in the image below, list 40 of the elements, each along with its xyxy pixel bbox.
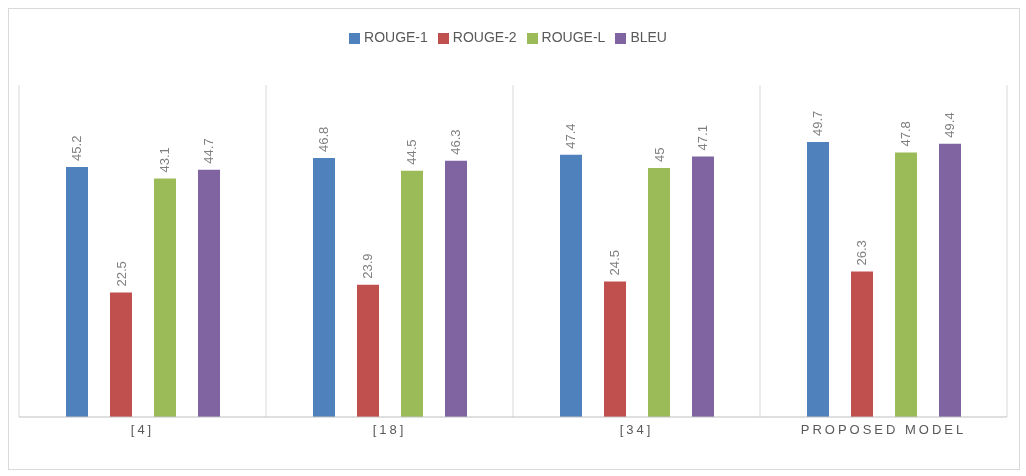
data-label: 26.3 xyxy=(854,240,870,266)
bar xyxy=(445,160,467,417)
x-tick-label: [18] xyxy=(372,422,407,438)
bar xyxy=(66,166,88,417)
data-label: 22.5 xyxy=(113,261,129,287)
data-label: 49.7 xyxy=(810,110,826,136)
bar xyxy=(604,281,626,417)
bar xyxy=(401,170,423,417)
data-label: 45.2 xyxy=(69,135,85,161)
bar xyxy=(648,168,670,417)
bar xyxy=(560,154,582,417)
legend-label: BLEU xyxy=(630,29,667,45)
legend-label: ROUGE-L xyxy=(541,29,606,45)
data-label: 46.8 xyxy=(316,126,332,153)
bar xyxy=(357,284,379,417)
data-label: 44.7 xyxy=(201,138,217,164)
x-tick-label: [4] xyxy=(130,422,155,438)
data-label: 46.3 xyxy=(448,129,464,155)
data-label: 49.4 xyxy=(942,112,958,138)
x-tick-label: PROPOSED MODEL xyxy=(800,422,967,438)
bar xyxy=(692,156,714,417)
bar xyxy=(939,143,961,417)
data-label: 24.5 xyxy=(607,250,623,276)
data-label: 23.9 xyxy=(360,253,376,279)
data-label: 47.1 xyxy=(695,125,711,151)
data-label: 47.8 xyxy=(898,121,914,147)
legend-label: ROUGE-1 xyxy=(364,29,428,45)
x-tick-label: [34] xyxy=(619,422,654,438)
bar xyxy=(851,271,873,417)
legend-label: ROUGE-2 xyxy=(452,29,517,45)
data-label: 44.5 xyxy=(404,139,420,165)
bar xyxy=(313,158,335,417)
bar xyxy=(198,169,220,417)
data-label: 43.1 xyxy=(157,147,173,173)
bar xyxy=(895,152,917,417)
bar xyxy=(110,292,132,417)
bar xyxy=(154,178,176,417)
data-label: 45 xyxy=(651,147,667,162)
bar xyxy=(807,141,829,417)
data-label: 47.4 xyxy=(563,123,579,149)
